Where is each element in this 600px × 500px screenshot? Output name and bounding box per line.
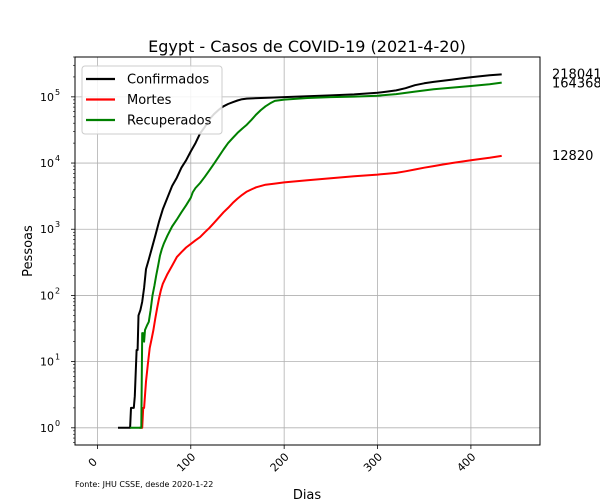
series-line-recuperados — [130, 81, 502, 429]
x-tick-label: 200 — [268, 451, 292, 475]
x-tick-label: 300 — [361, 451, 385, 475]
y-tick-label: 10 — [40, 157, 54, 170]
y-tick-exponent: 2 — [55, 286, 60, 295]
y-tick-exponent: 0 — [55, 419, 60, 428]
y-tick-label: 10 — [40, 422, 54, 435]
legend-label-confirmados: Confirmados — [127, 73, 209, 88]
x-tick-label: 0 — [86, 455, 100, 469]
y-tick-label: 10 — [40, 356, 54, 369]
x-axis-ticks: 0 100 200 300 400 — [86, 445, 478, 475]
legend-box — [81, 65, 223, 135]
y-tick-exponent: 1 — [55, 353, 60, 362]
source-note: Fonte: JHU CSSE, desde 2020-1-22 — [75, 480, 213, 489]
y-tick-exponent: 4 — [55, 154, 60, 163]
x-axis-label: Dias — [293, 488, 322, 500]
x-tick-label: 400 — [454, 451, 478, 475]
y-axis-label: Pessoas — [21, 225, 36, 277]
y-tick-label: 10 — [40, 223, 54, 236]
end-label-confirmados: 218041 — [552, 67, 600, 82]
legend-label-mortes: Mortes — [127, 93, 172, 108]
plot-frame — [74, 56, 541, 446]
y-tick-exponent: 5 — [55, 88, 60, 97]
y-tick-label: 10 — [40, 91, 54, 104]
legend: Confirmados Mortes Recuperados — [81, 65, 223, 135]
y-tick-label: 10 — [40, 289, 54, 302]
end-label-mortes: 12820 — [552, 149, 593, 164]
y-tick-exponent: 3 — [55, 220, 60, 229]
end-label-recuperados: 164368 — [552, 76, 600, 91]
legend-label-recuperados: Recuperados — [127, 114, 212, 129]
series-line-mortes — [139, 154, 502, 429]
x-tick-label: 100 — [174, 451, 198, 475]
chart-title: Egypt - Casos de COVID-19 (2021-4-20) — [148, 37, 466, 56]
